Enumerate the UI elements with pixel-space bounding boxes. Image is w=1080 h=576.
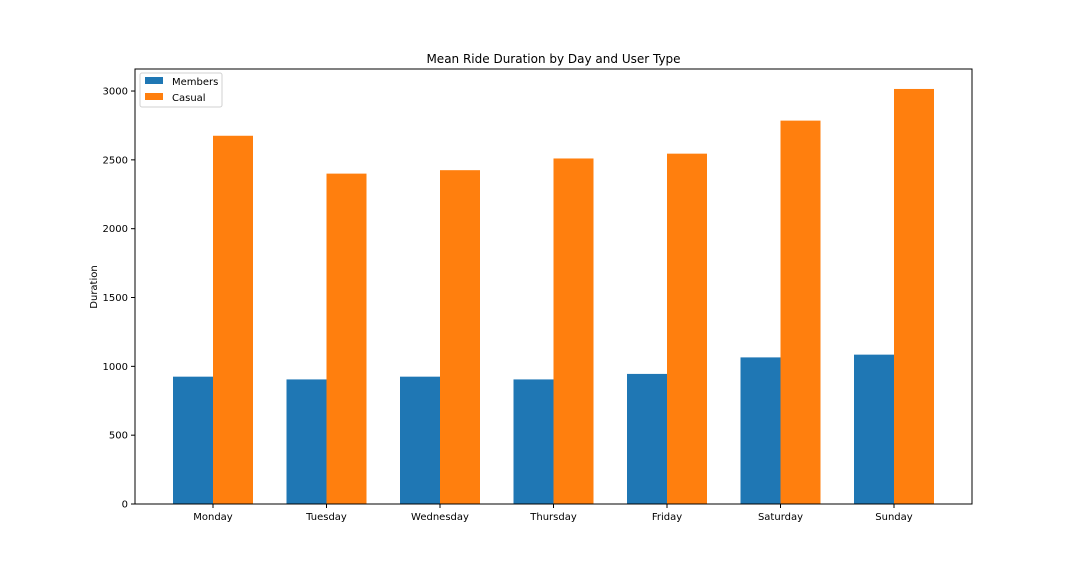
bar-members-tuesday — [286, 379, 327, 504]
legend-label-members: Members — [172, 77, 218, 88]
plot-area-frame — [134, 68, 973, 505]
chart-title: Mean Ride Duration by Day and User Type — [426, 52, 680, 66]
x-tick-label-tuesday: Tuesday — [305, 512, 347, 523]
y-tick-label: 500 — [109, 431, 128, 442]
bar-members-monday — [173, 376, 213, 504]
bar-casual-monday — [213, 135, 253, 505]
x-tick-label-wednesday: Wednesday — [411, 512, 469, 523]
legend-swatch-members — [145, 77, 163, 84]
y-tick-label: 2500 — [103, 155, 128, 166]
bar-casual-saturday — [780, 120, 821, 505]
x-tick-label-thursday: Thursday — [529, 512, 577, 523]
x-tick-label-monday: Monday — [193, 512, 233, 523]
legend: Members Casual — [139, 72, 223, 108]
bar-members-sunday — [854, 354, 894, 504]
bar-members-saturday — [740, 357, 781, 504]
bar-casual-thursday — [553, 158, 594, 504]
x-tick-label-sunday: Sunday — [875, 512, 912, 523]
y-tick-label: 1500 — [103, 293, 128, 304]
y-tick-label: 2000 — [103, 224, 128, 235]
bar-members-thursday — [513, 379, 554, 504]
x-tick-label-friday: Friday — [652, 512, 682, 523]
y-tick-label: 1000 — [103, 362, 128, 373]
bar-members-friday — [627, 373, 667, 504]
y-tick-label: 3000 — [103, 87, 128, 98]
bar-casual-friday — [667, 153, 707, 505]
x-axis-ticks: Monday Tuesday Wednesday Thursday Friday Satu… — [193, 504, 913, 523]
bar-members-wednesday — [400, 376, 440, 504]
legend-swatch-casual — [145, 93, 163, 100]
y-axis-label: Duration — [89, 265, 100, 308]
bars — [173, 88, 934, 505]
bar-casual-wednesday — [440, 170, 480, 504]
y-axis-ticks: 0 500 1000 1500 2000 2500 3000 — [103, 87, 135, 511]
y-tick-label: 0 — [122, 500, 128, 511]
x-tick-label-saturday: Saturday — [758, 512, 803, 523]
legend-label-casual: Casual — [172, 93, 206, 104]
bar-casual-tuesday — [326, 173, 367, 505]
bar-casual-sunday — [894, 88, 934, 504]
